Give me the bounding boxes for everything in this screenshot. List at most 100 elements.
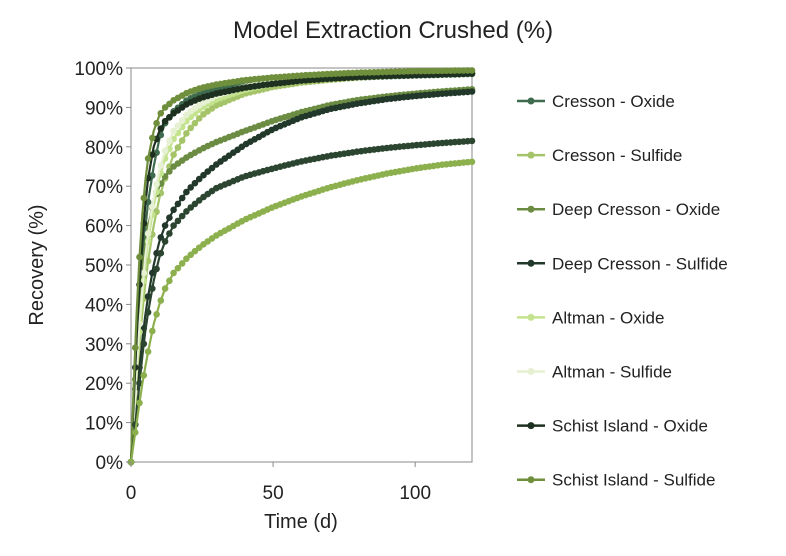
legend: Cresson - Oxide Cresson - Sulfide Deep Cre… (517, 92, 728, 490)
series-point (178, 117, 186, 124)
legend-marker (527, 313, 535, 321)
series-point (144, 230, 152, 237)
series-point (157, 249, 165, 257)
legend-item: Cresson - Oxide (517, 92, 675, 111)
series-layer (127, 67, 476, 466)
chart-title: Model Extraction Crushed (%) (233, 17, 553, 44)
legend-marker (527, 205, 535, 213)
series-point (195, 175, 203, 183)
y-tick-label: 60% (85, 217, 123, 238)
series-point (187, 124, 194, 132)
legend-marker (527, 97, 535, 105)
series-point (149, 151, 156, 158)
series-point (153, 265, 160, 273)
legend-marker (527, 422, 535, 430)
series-point (174, 264, 182, 272)
series-point (149, 134, 156, 142)
series-point (140, 340, 148, 348)
y-tick-label: 40% (85, 295, 123, 316)
x-tick-label: 100 (399, 483, 431, 504)
x-axis-label: Time (d) (264, 511, 338, 533)
series-point (170, 222, 177, 229)
legend-marker (527, 259, 535, 267)
series-point (144, 309, 152, 316)
series-point (191, 179, 199, 187)
series-point (468, 158, 476, 166)
series-point (157, 234, 165, 241)
legend-label: Altman - Oxide (552, 308, 664, 327)
series-point (136, 399, 143, 407)
series-point (183, 188, 190, 196)
legend-label: Deep Cresson - Sulfide (552, 254, 728, 273)
series-point (178, 212, 186, 220)
legend-marker (527, 368, 535, 375)
series-point (157, 297, 165, 304)
series-point (195, 115, 203, 122)
x-tick-label: 0 (126, 483, 137, 504)
legend-marker (527, 151, 535, 159)
series-point (166, 114, 173, 121)
legend-item: Deep Cresson - Oxide (517, 200, 720, 219)
legend-item: Altman - Sulfide (517, 363, 672, 382)
series-point (183, 255, 190, 262)
series-point (166, 214, 173, 221)
series-point (166, 168, 173, 175)
series-point (170, 269, 177, 277)
series-point (157, 162, 165, 169)
series-point (144, 155, 152, 162)
series-point (187, 184, 194, 191)
series-10 (127, 158, 476, 466)
y-tick-label: 50% (85, 256, 123, 277)
series-point (161, 147, 169, 154)
series-point (170, 127, 177, 135)
series-point (161, 117, 169, 125)
series-point (468, 88, 476, 95)
y-tick-label: 10% (85, 414, 123, 435)
series-point (174, 144, 182, 151)
y-tick-label: 80% (85, 138, 123, 159)
series-point (468, 67, 476, 74)
series-point (183, 130, 190, 137)
legend-item: Cresson - Sulfide (517, 146, 682, 165)
series-point (178, 194, 186, 202)
y-axis-label: Recovery (%) (26, 204, 48, 325)
y-tick-label: 90% (85, 98, 123, 119)
series-point (166, 137, 173, 145)
y-tick-label: 100% (74, 59, 123, 80)
series-point (468, 137, 476, 145)
series-point (157, 110, 165, 117)
series-point (183, 111, 190, 119)
y-tick-label: 30% (85, 335, 123, 356)
legend-label: Cresson - Oxide (552, 92, 675, 111)
series-point (140, 194, 148, 202)
series-point (166, 277, 173, 285)
legend-marker (527, 476, 535, 484)
legend-item: Schist Island - Sulfide (517, 471, 715, 490)
legend-item: Schist Island - Oxide (517, 417, 708, 436)
series-point (132, 344, 139, 352)
axes: 0% 10% 20% 30% 40% 50% 60% 70% 80% 90% 100% 0 50 100 (74, 59, 431, 504)
series-point (132, 429, 139, 436)
legend-item: Deep Cresson - Sulfide (517, 254, 728, 273)
series-point (136, 253, 143, 261)
y-tick-label: 0% (96, 453, 124, 474)
x-tick-label: 50 (263, 483, 284, 504)
series-point (178, 137, 186, 144)
series-point (174, 200, 182, 208)
series-point (149, 203, 156, 211)
y-tick-label: 20% (85, 374, 123, 395)
legend-label: Schist Island - Oxide (552, 417, 708, 436)
series-point (170, 206, 177, 214)
series-point (153, 311, 160, 318)
series-point (161, 238, 169, 245)
series-point (183, 208, 190, 215)
series-point (191, 119, 199, 127)
series-point (149, 285, 156, 292)
series-point (157, 125, 165, 132)
series-point (140, 372, 148, 379)
series-point (178, 260, 186, 267)
series-point (153, 180, 160, 188)
legend-label: Schist Island - Sulfide (552, 471, 715, 490)
series-point (144, 348, 152, 356)
